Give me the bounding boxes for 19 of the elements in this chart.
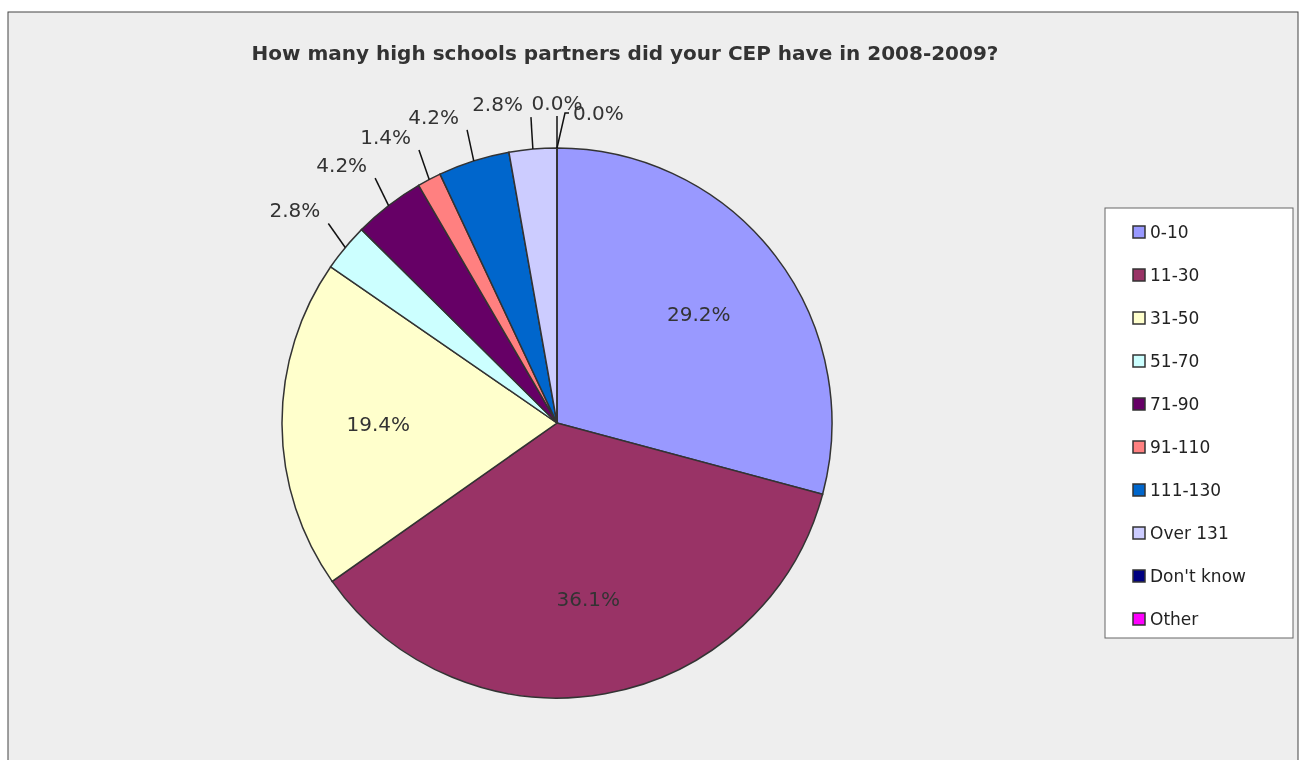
legend-label: Don't know: [1150, 566, 1247, 586]
legend-label: 0-10: [1150, 222, 1189, 242]
data-label: 2.8%: [472, 92, 523, 117]
data-label: 36.1%: [556, 587, 621, 611]
legend-label: Other: [1150, 609, 1199, 629]
legend-label: 91-110: [1150, 437, 1211, 457]
legend-label: 51-70: [1150, 351, 1200, 371]
legend-label: 71-90: [1150, 394, 1200, 414]
data-label: 19.4%: [346, 411, 411, 436]
legend-label: Over 131: [1150, 523, 1229, 543]
legend-label: 31-50: [1150, 308, 1200, 328]
data-label: 4.2%: [408, 104, 460, 129]
data-label: 1.4%: [360, 125, 411, 150]
data-label: 29.2%: [667, 302, 731, 327]
chart-title: How many high schools partners did your CEP have in 2008-2009?: [251, 41, 999, 65]
legend-label: 11-30: [1150, 265, 1200, 285]
legend-label: 111-130: [1150, 480, 1222, 500]
data-label: 2.8%: [269, 198, 321, 223]
data-label: 4.2%: [316, 153, 368, 178]
